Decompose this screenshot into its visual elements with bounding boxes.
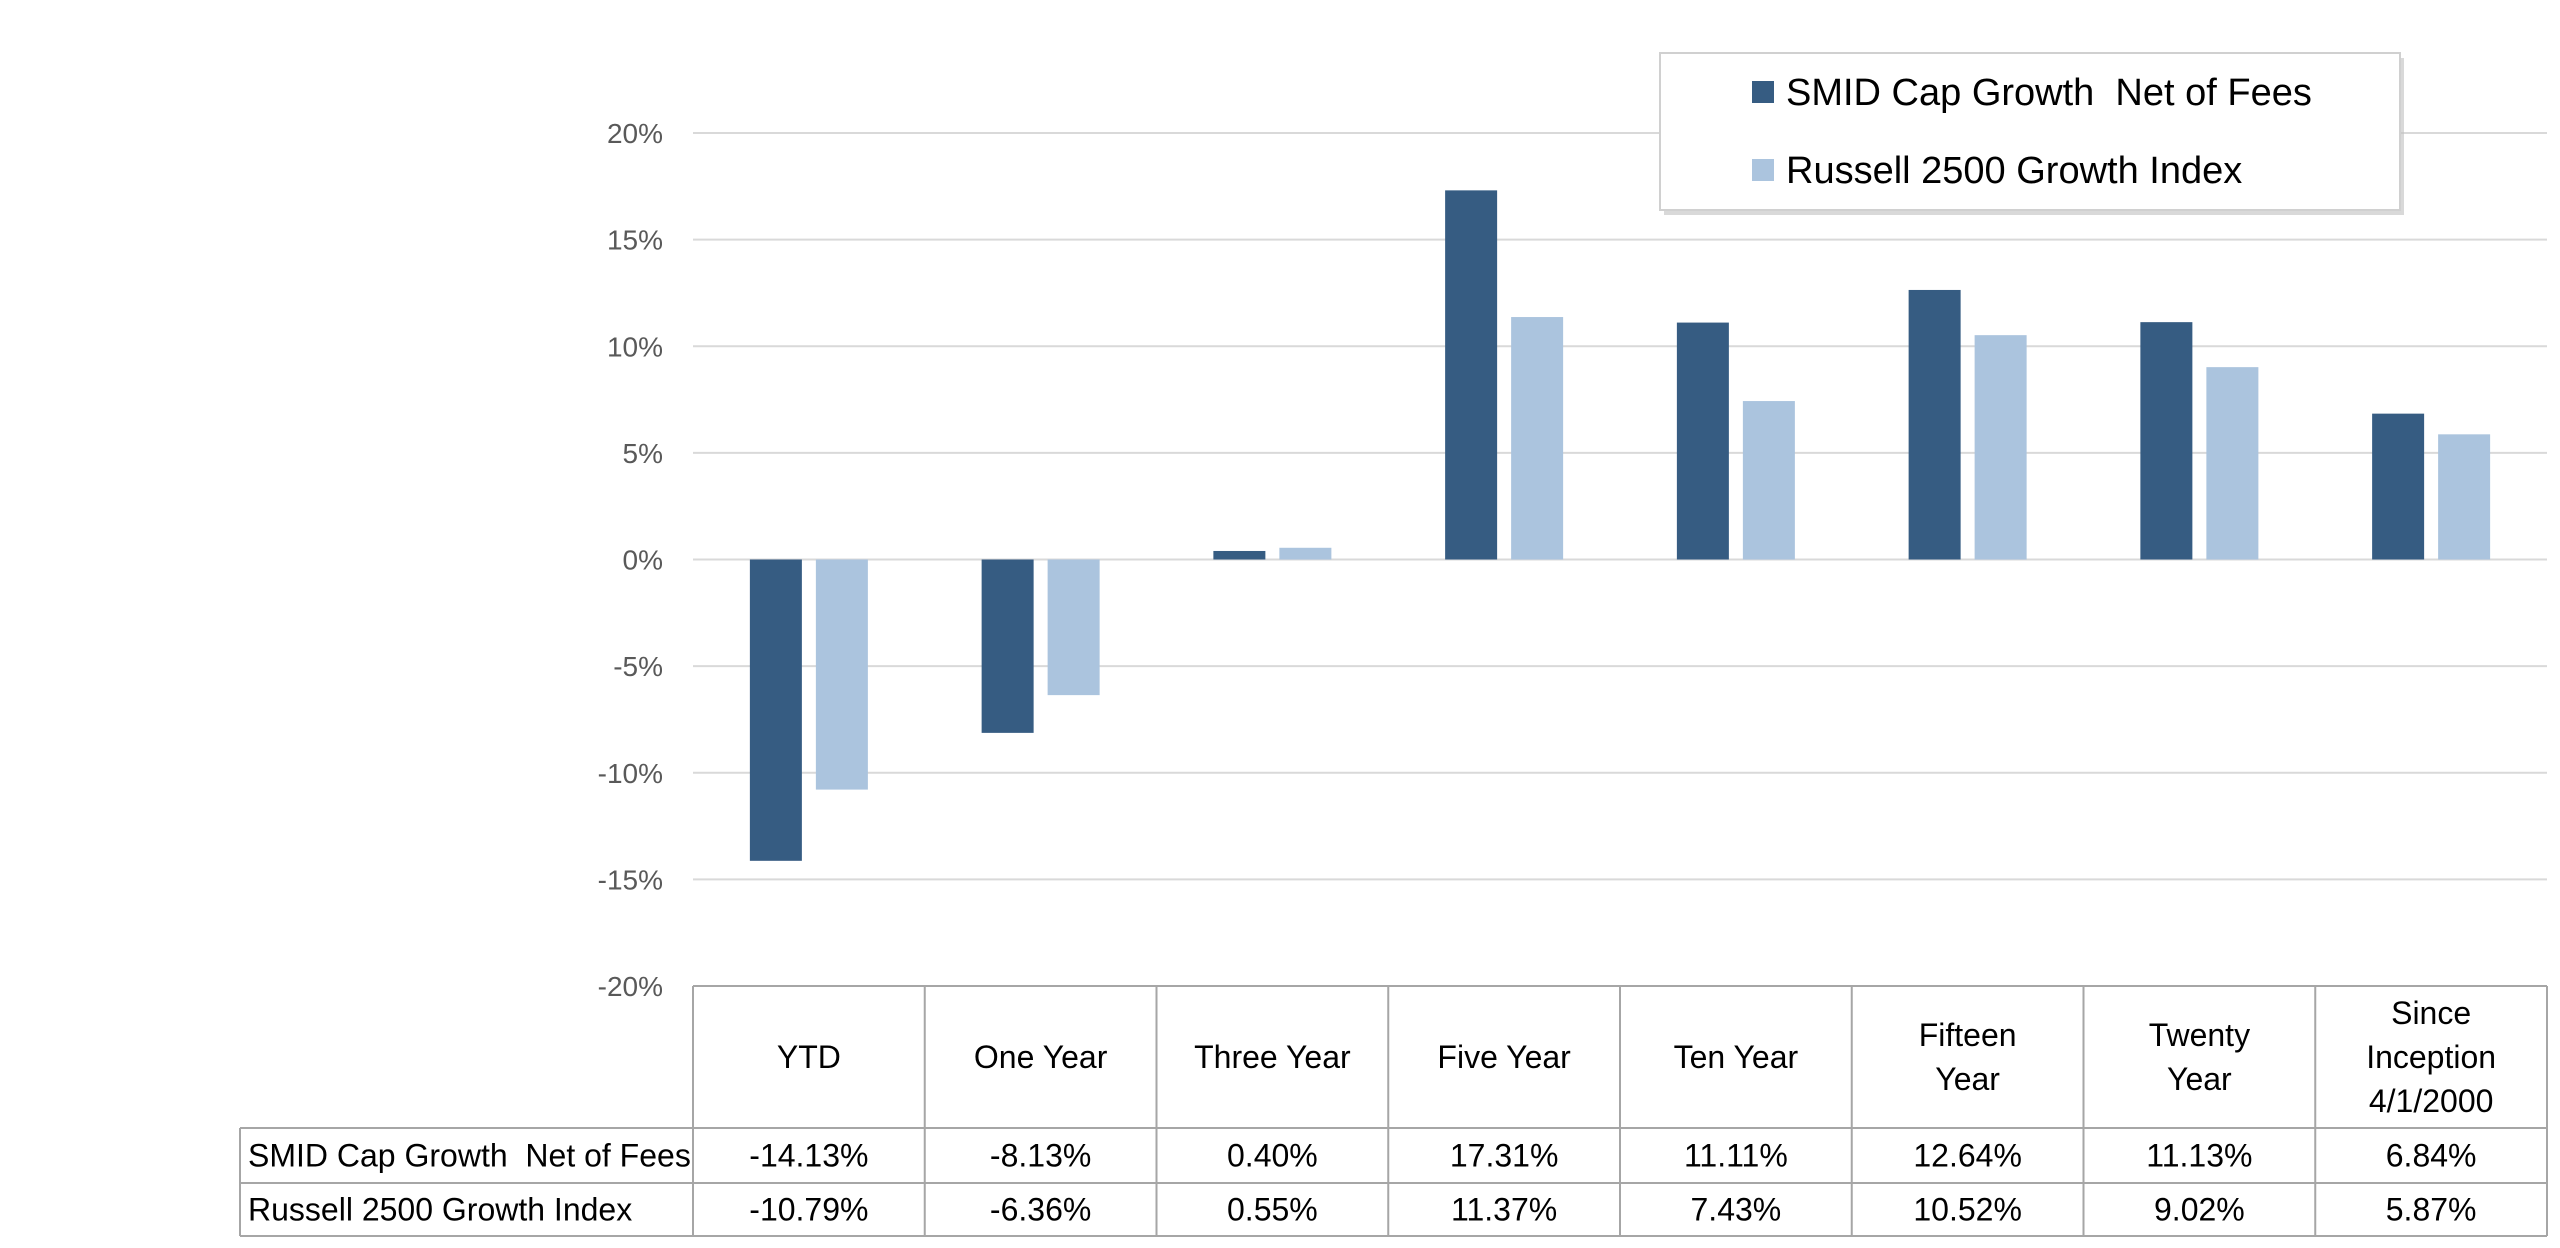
category-label: Fifteen [1919,1017,2017,1053]
data-label: 11.13% [2146,1138,2252,1174]
data-label: 10.52% [1913,1192,2022,1228]
y-tick-label: -20% [598,971,663,1002]
legend-swatch [1752,159,1774,181]
data-label: 6.84% [2386,1138,2477,1174]
category-label: YTD [777,1039,841,1075]
bar-smid-cap-2 [1213,550,1266,560]
data-label: -14.13% [749,1138,868,1174]
data-label: 0.40% [1227,1138,1318,1174]
data-label: -8.13% [990,1138,1091,1174]
bar-russell-2500-1 [1047,559,1100,696]
bar-russell-2500-4 [1742,401,1795,560]
gridlines [693,132,2547,881]
y-tick-label: -5% [613,651,663,682]
bar-smid-cap-7 [2372,413,2425,560]
legend-label: Russell 2500 Growth Index [1786,150,2242,192]
category-label: 4/1/2000 [2369,1083,2494,1119]
bar-smid-cap-4 [1676,322,1729,560]
data-label: 7.43% [1691,1192,1782,1228]
legend-label: SMID Cap Growth Net of Fees [1786,72,2312,114]
data-label: -10.79% [749,1192,868,1228]
category-label: One Year [974,1039,1108,1075]
y-tick-label: -10% [598,758,663,789]
bar-smid-cap-3 [1445,190,1498,560]
category-label: Ten Year [1674,1039,1799,1075]
y-tick-label: 0% [623,545,663,576]
bar-smid-cap-1 [981,559,1034,733]
bar-russell-2500-2 [1279,547,1332,560]
y-tick-label: 20% [607,118,663,149]
bar-russell-2500-3 [1511,317,1564,560]
y-axis: 20% 15% 10% 5% 0% -5% -10% -15% -20% [598,118,663,1002]
bar-russell-2500-6 [2206,367,2259,560]
y-tick-label: -15% [598,864,663,895]
data-label: 11.11% [1684,1138,1788,1174]
bars [749,190,2491,861]
y-tick-label: 10% [607,331,663,362]
bar-smid-cap-0 [749,559,802,861]
y-tick-label: 15% [607,225,663,256]
data-table: YTD One Year Three Year Five Year Ten Year Fi… [239,985,2548,1237]
category-label: Five Year [1437,1039,1571,1075]
data-label: 0.55% [1227,1192,1318,1228]
table-series-name: Russell 2500 Growth Index [248,1192,632,1228]
bar-russell-2500-7 [2438,434,2491,560]
data-label: 9.02% [2154,1192,2245,1228]
bar-russell-2500-5 [1974,335,2027,560]
bar-smid-cap-5 [1908,289,1961,560]
legend-box [1659,52,2401,211]
category-label: Inception [2366,1039,2496,1075]
category-label: Year [1935,1061,2000,1097]
bar-russell-2500-0 [815,559,868,790]
category-label: Year [2167,1061,2232,1097]
data-label: 11.37% [1451,1192,1557,1228]
legend-swatch [1752,81,1774,103]
legend: SMID Cap Growth Net of Fees Russell 2500 … [1659,52,2404,215]
category-label: Twenty [2149,1017,2250,1053]
category-label: Three Year [1194,1039,1351,1075]
data-label: -6.36% [990,1192,1091,1228]
data-label: 17.31% [1450,1138,1559,1174]
data-label: 12.64% [1913,1138,2022,1174]
y-tick-label: 5% [623,438,663,469]
table-series-name: SMID Cap Growth Net of Fees [248,1138,691,1174]
category-label: Since [2391,995,2471,1031]
bar-smid-cap-6 [2140,322,2193,560]
data-label: 5.87% [2386,1192,2477,1228]
